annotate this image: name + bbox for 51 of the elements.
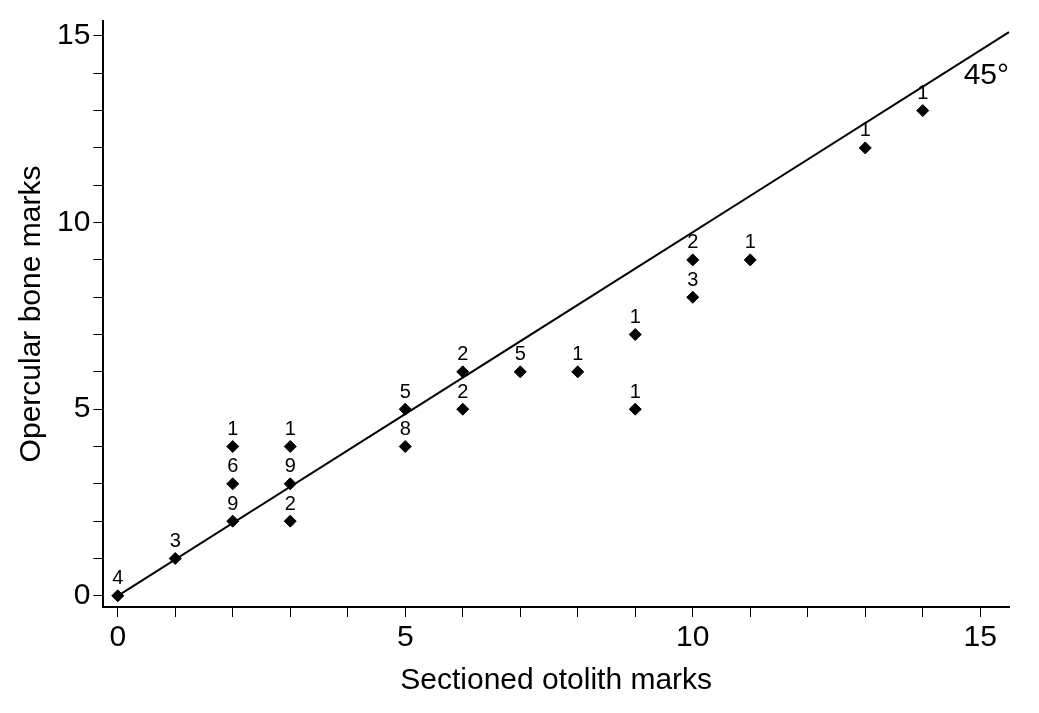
annotation: 1 [629,379,641,402]
point [513,365,527,379]
x-axis-title: Sectioned otolith marks [400,662,713,696]
annotation: 6 [227,454,239,477]
point [456,402,470,416]
point [686,290,700,304]
y-tick-label: 0 [73,577,91,611]
point [283,514,297,528]
point [686,253,700,267]
x-tick-label: 5 [396,619,414,653]
point [628,402,642,416]
annotation: 1 [227,417,239,440]
annotation: 3 [169,528,181,551]
y-tick-label: 10 [56,203,91,237]
annotation: 2 [687,230,699,253]
point [456,365,470,379]
point [226,477,240,491]
annotation: 1 [284,417,296,440]
annotation: 9 [227,491,239,514]
point [226,514,240,528]
point [226,440,240,453]
annotation: 5 [399,379,411,402]
point [168,551,182,565]
annotation: 2 [457,342,469,365]
y-tick-label: 15 [56,17,91,51]
annotation: 4 [112,566,124,589]
point [398,440,412,453]
point [858,141,872,155]
annotation: 9 [284,454,296,477]
point [571,365,585,379]
annotation: 2 [457,379,469,402]
annotation: 8 [399,417,411,440]
x-tick-label: 10 [676,619,710,653]
annotation: 1 [629,305,641,328]
point [743,253,757,267]
annotation: 5 [514,342,526,365]
annotation: 3 [687,267,699,290]
annotation: 1 [744,230,756,253]
y-axis-title: Opercular bone marks [13,165,47,463]
annotation: 1 [572,342,584,365]
x-tick-label: 0 [109,619,127,653]
annotation: 2 [284,491,296,514]
point [283,440,297,453]
point [628,328,642,342]
x-tick-label: 15 [963,619,997,653]
point [398,402,412,416]
point [111,589,125,603]
annotation: 45° [963,57,1009,91]
y-tick-label: 5 [73,390,91,424]
point [283,477,297,491]
point [916,104,930,118]
